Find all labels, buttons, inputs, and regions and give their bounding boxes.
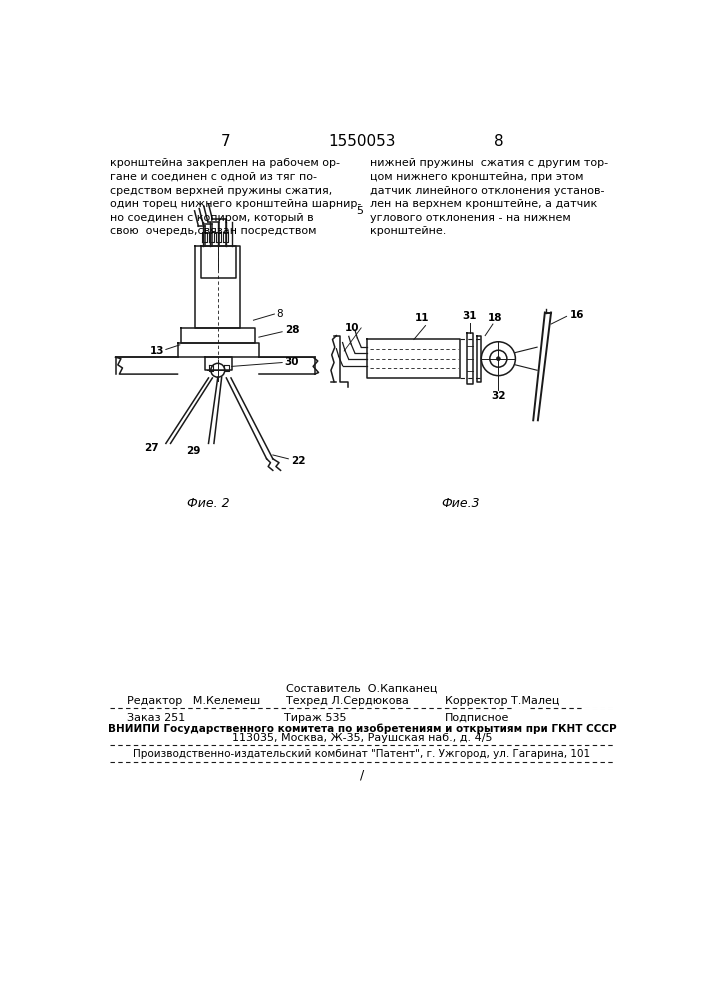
Text: 18: 18 [488,313,503,323]
Text: Заказ 251: Заказ 251 [127,713,185,723]
Text: ВНИИПИ Государственного комитета по изобретениям и открытиям при ГКНТ СССР: ВНИИПИ Государственного комитета по изоб… [107,723,617,734]
Text: 29: 29 [187,446,201,456]
Text: 7: 7 [221,134,230,149]
Text: 31: 31 [462,311,477,321]
Text: 27: 27 [145,443,159,453]
Text: Фие.3: Фие.3 [441,497,479,510]
Circle shape [496,357,501,361]
Text: Производственно-издательский комбинат "Патент", г. Ужгород, ул. Гагарина, 101: Производственно-издательский комбинат "П… [134,749,590,759]
Text: кронштейна закреплен на рабочем ор-
гане и соединен с одной из тяг по-
средством: кронштейна закреплен на рабочем ор- гане… [110,158,361,236]
Text: 10: 10 [345,323,360,333]
Text: 13: 13 [149,346,164,356]
Text: 8: 8 [494,134,504,149]
Text: 22: 22 [291,456,306,466]
Text: Составитель  О.Капканец: Составитель О.Капканец [286,683,438,693]
Text: Подписное: Подписное [445,713,509,723]
Text: /: / [360,768,364,781]
Text: 30: 30 [284,357,299,367]
Text: Фие. 2: Фие. 2 [187,497,230,510]
Text: 1550053: 1550053 [328,134,396,149]
Text: нижней пружины  сжатия с другим тор-
цом нижнего кронштейна, при этом
датчик лин: нижней пружины сжатия с другим тор- цом … [370,158,608,236]
Text: Тираж 535: Тираж 535 [284,713,347,723]
Text: 8: 8 [276,309,283,319]
Text: 32: 32 [491,391,506,401]
Text: 5: 5 [356,206,363,216]
Text: Техред Л.Сердюкова: Техред Л.Сердюкова [286,696,409,706]
Text: Корректор Т.Малец: Корректор Т.Малец [445,696,559,706]
Text: 16: 16 [570,310,584,320]
Text: 28: 28 [285,325,300,335]
Text: 113035, Москва, Ж-35, Раушская наб., д. 4/5: 113035, Москва, Ж-35, Раушская наб., д. … [232,733,492,743]
Text: Редактор   М.Келемеш: Редактор М.Келемеш [127,696,260,706]
Text: 11: 11 [414,313,429,323]
